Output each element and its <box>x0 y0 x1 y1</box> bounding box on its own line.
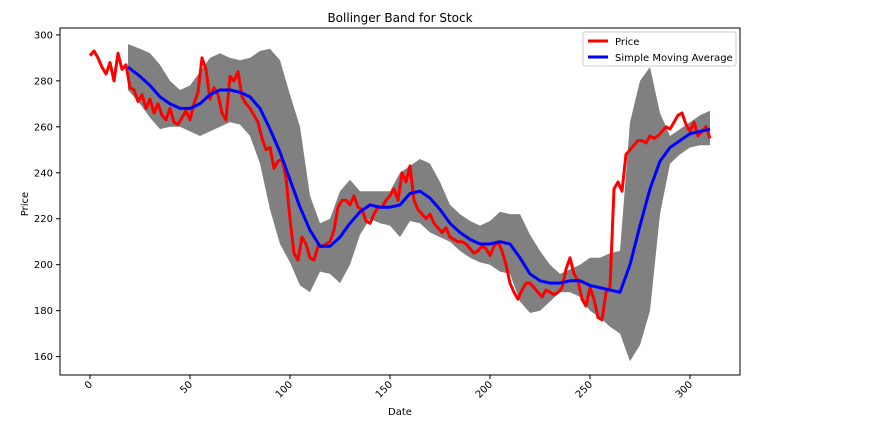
chart-title: Bollinger Band for Stock <box>327 11 472 25</box>
y-tick-label: 240 <box>34 168 53 179</box>
y-tick-label: 280 <box>34 76 53 87</box>
x-tick-label: 150 <box>374 379 395 400</box>
y-tick-label: 220 <box>34 214 53 225</box>
legend-price-label: Price <box>615 37 639 48</box>
sma-line <box>127 65 711 294</box>
legend-sma-label: Simple Moving Average <box>615 53 733 64</box>
y-tick-label: 300 <box>34 30 53 41</box>
x-tick-label: 50 <box>178 379 195 396</box>
x-tick-label: 200 <box>474 379 495 400</box>
x-tick-label: 250 <box>574 379 595 400</box>
y-tick-label: 160 <box>34 352 53 363</box>
y-tick-label: 180 <box>34 306 53 317</box>
y-axis-label: Price <box>20 192 31 216</box>
x-tick-label: 0 <box>83 379 95 391</box>
y-tick-label: 200 <box>34 260 53 271</box>
x-tick-label: 100 <box>274 379 295 400</box>
y-axis-ticks: 160 180 200 220 240 260 280 300 <box>34 30 60 363</box>
x-axis-label: Date <box>388 407 412 418</box>
x-tick-label: 300 <box>674 379 695 400</box>
legend-box <box>582 31 737 67</box>
legend: Price Simple Moving Average <box>582 31 737 67</box>
plot-area <box>88 44 712 362</box>
y-tick-label: 260 <box>34 122 53 133</box>
x-axis-ticks: 0 50 100 150 200 250 300 <box>83 375 695 401</box>
axes-frame <box>59 27 741 376</box>
